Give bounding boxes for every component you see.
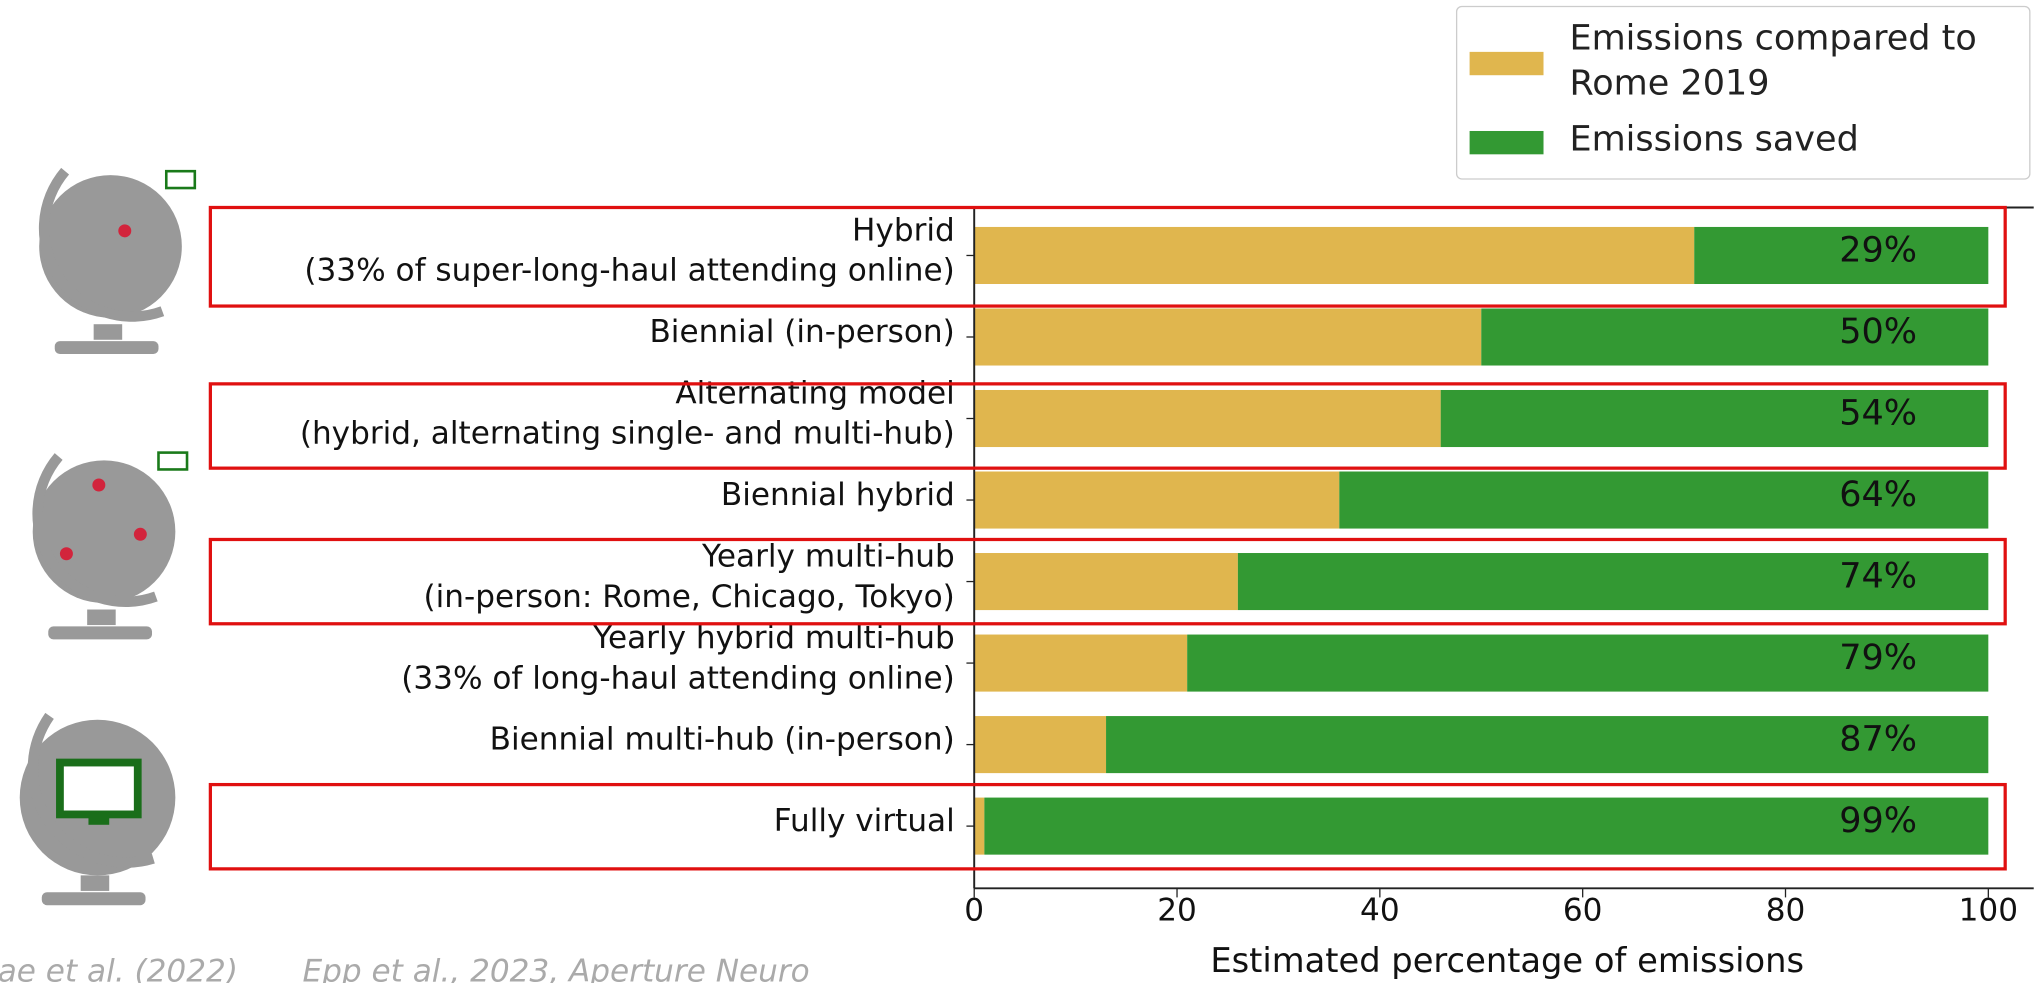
bar-segment <box>974 227 1694 284</box>
x-tick-label: 80 <box>1766 893 1806 929</box>
value-label: 79% <box>1839 638 1917 678</box>
legend-label: Emissions saved <box>1569 117 2023 162</box>
category-label: (hybrid, alternating single- and multi-h… <box>300 416 955 452</box>
category-label: Yearly multi-hub <box>701 539 955 575</box>
footnote: Epp et al., 2023, Aperture Neuro <box>302 954 809 983</box>
footnote: ae et al. (2022) <box>0 954 238 983</box>
x-tick-label: 40 <box>1360 893 1400 929</box>
bar-segment <box>974 553 1238 610</box>
category-label: Biennial multi-hub (in-person) <box>490 722 955 758</box>
bar-segment <box>974 390 1440 447</box>
bar-segment <box>974 472 1339 529</box>
value-label: 64% <box>1839 475 1917 515</box>
legend: Emissions compared to Rome 2019 Emissions… <box>1457 6 2030 220</box>
category-label: Fully virtual <box>774 803 955 839</box>
bar-segment <box>974 798 984 855</box>
category-label: Yearly hybrid multi-hub <box>592 620 955 656</box>
bar-segment <box>984 798 1988 855</box>
plot-area: 29% Hybrid (33% of super-long-haul attendi… <box>300 207 2034 928</box>
x-tick-label: 100 <box>1959 893 2018 929</box>
legend-label-box: Emissions saved <box>1569 117 2023 221</box>
bar-segment <box>974 716 1106 773</box>
category-label: (33% of long-haul attending online) <box>401 660 955 696</box>
icon-virtual-globe <box>20 716 176 905</box>
icon-hybrid-globe <box>39 171 195 354</box>
value-label: 74% <box>1839 557 1917 597</box>
legend-swatch <box>1470 52 1544 75</box>
category-label: Biennial (in-person) <box>649 314 954 350</box>
value-label: 54% <box>1839 394 1917 434</box>
x-tick-label: 20 <box>1157 893 1197 929</box>
category-label: Hybrid <box>852 212 955 248</box>
value-label: 29% <box>1839 231 1917 271</box>
category-label: Biennial hybrid <box>721 477 955 513</box>
legend-label: Emissions compared to Rome 2019 <box>1569 16 2023 107</box>
x-tick-label: 0 <box>964 893 984 929</box>
bar-segment <box>974 308 1481 365</box>
icon-multihub-globe <box>33 453 187 640</box>
legend-swatch <box>1470 131 1544 154</box>
category-label: Alternating model <box>675 376 954 412</box>
value-label: 87% <box>1839 720 1917 760</box>
x-axis-label: Estimated percentage of emissions <box>1210 941 1804 980</box>
legend-label-box: Emissions compared to Rome 2019 <box>1569 16 2023 120</box>
category-label: (in-person: Rome, Chicago, Tokyo) <box>424 579 955 615</box>
category-label: (33% of super-long-haul attending online… <box>304 253 954 289</box>
x-tick-label: 60 <box>1563 893 1603 929</box>
page: 29% Hybrid (33% of super-long-haul attendi… <box>0 0 2034 983</box>
value-label: 99% <box>1839 801 1917 841</box>
bar-segment <box>974 635 1187 692</box>
value-label: 50% <box>1839 312 1917 352</box>
chart: 29% Hybrid (33% of super-long-haul attendi… <box>0 0 2034 983</box>
